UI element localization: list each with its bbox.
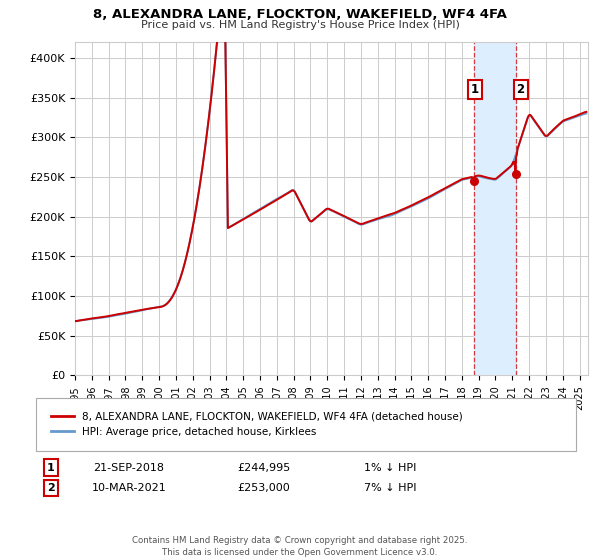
Text: 10-MAR-2021: 10-MAR-2021 — [92, 483, 166, 493]
Legend: 8, ALEXANDRA LANE, FLOCKTON, WAKEFIELD, WF4 4FA (detached house), HPI: Average p: 8, ALEXANDRA LANE, FLOCKTON, WAKEFIELD, … — [47, 408, 467, 441]
Bar — [474, 42, 515, 375]
Text: 21-SEP-2018: 21-SEP-2018 — [94, 463, 164, 473]
Text: Price paid vs. HM Land Registry's House Price Index (HPI): Price paid vs. HM Land Registry's House … — [140, 20, 460, 30]
Text: Contains HM Land Registry data © Crown copyright and database right 2025.
This d: Contains HM Land Registry data © Crown c… — [132, 536, 468, 557]
Text: £253,000: £253,000 — [238, 483, 290, 493]
Text: 1: 1 — [47, 463, 55, 473]
Text: 7% ↓ HPI: 7% ↓ HPI — [364, 483, 416, 493]
Text: 2: 2 — [47, 483, 55, 493]
Text: 1: 1 — [471, 83, 479, 96]
Text: 8, ALEXANDRA LANE, FLOCKTON, WAKEFIELD, WF4 4FA: 8, ALEXANDRA LANE, FLOCKTON, WAKEFIELD, … — [93, 8, 507, 21]
Text: £244,995: £244,995 — [238, 463, 290, 473]
FancyBboxPatch shape — [36, 398, 576, 451]
Text: 1% ↓ HPI: 1% ↓ HPI — [364, 463, 416, 473]
Text: 2: 2 — [517, 83, 524, 96]
